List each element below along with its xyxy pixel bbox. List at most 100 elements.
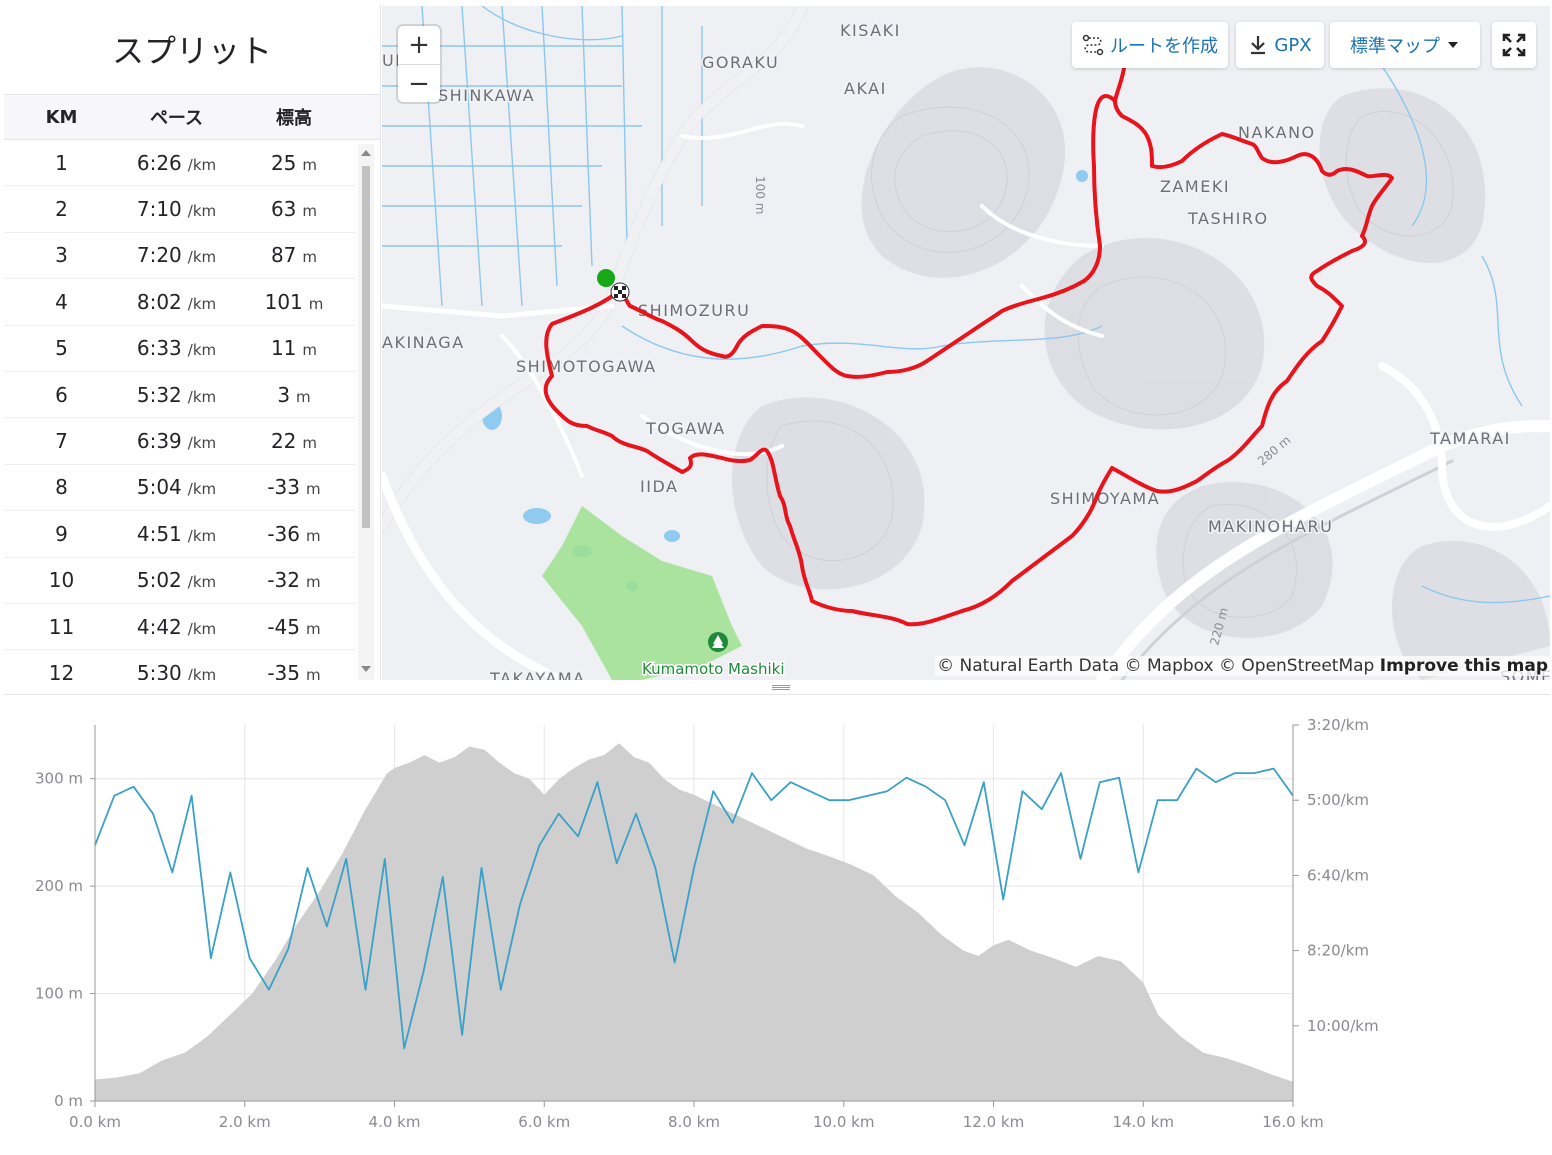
table-row: 3 7:20/km 87 m [4, 233, 356, 280]
table-row: 9 4:51/km -36 m [4, 511, 356, 558]
table-row: 10 5:02/km -32 m [4, 558, 356, 604]
place-label-tamarai: TAMARAI [1429, 429, 1511, 448]
roads [382, 6, 1550, 680]
start-marker-icon[interactable] [597, 269, 615, 287]
split-pace: 8:02/km [136, 289, 217, 314]
zoom-out-button[interactable]: − [398, 64, 440, 103]
scrollbar-thumb[interactable] [362, 166, 370, 528]
splits-panel: スプリット KM ペース 標高 1 6:26/km 25 m 2 7:10/km 63 m … [4, 4, 381, 680]
table-row: 12 5:30/km -35 m [4, 650, 356, 680]
pace-line [94, 767, 1294, 1050]
split-km: 10 [48, 568, 75, 593]
table-row: 11 4:42/km -45 m [4, 604, 356, 651]
fullscreen-icon [1502, 33, 1526, 57]
table-row: 2 7:10/km 63 m [4, 186, 356, 233]
col-km-header: KM [45, 106, 78, 128]
create-route-button[interactable]: ルートを作成 [1072, 22, 1228, 68]
x-tick-label: 14.0 km [1113, 1113, 1174, 1131]
table-row: 5 6:33/km 11 m [4, 326, 356, 372]
split-km: 12 [48, 660, 75, 680]
col-elevation-header: 標高 [276, 108, 312, 129]
left-tick-label: 200 m [35, 877, 83, 895]
table-row: 8 5:04/km -33 m [4, 465, 356, 512]
split-km: 7 [55, 429, 68, 454]
finish-flag-icon[interactable] [610, 282, 630, 302]
split-elevation: -35 m [267, 660, 321, 680]
zoom-in-button[interactable]: + [408, 30, 430, 60]
col-pace-header: ペース [149, 108, 204, 129]
split-elevation: -32 m [267, 568, 321, 593]
route-icon [1082, 34, 1104, 56]
right-tick-label: 10:00/km [1307, 1017, 1379, 1035]
split-km: 1 [55, 150, 68, 175]
place-label-goraku: GORAKU [702, 53, 779, 72]
x-tick-label: 2.0 km [219, 1113, 271, 1131]
split-elevation: -45 m [267, 614, 321, 639]
place-label-akinaga: AKINAGA [382, 333, 465, 352]
map-style-label: 標準マップ [1350, 36, 1440, 57]
split-elevation: 22 m [270, 429, 318, 454]
split-pace: 6:39/km [136, 429, 217, 454]
split-pace: 4:51/km [136, 521, 217, 546]
split-elevation: 25 m [270, 150, 318, 175]
canals [382, 6, 1550, 604]
attribution-text: © Natural Earth Data © Mapbox © OpenStre… [937, 656, 1375, 676]
split-pace: 5:30/km [136, 660, 217, 680]
place-label-shinkawa: SHINKAWA [438, 86, 535, 105]
split-pace: 7:20/km [136, 243, 217, 268]
split-pace: 6:33/km [136, 336, 217, 361]
map-attribution: © Natural Earth Data © Mapbox © OpenStre… [935, 656, 1550, 676]
contour-label: 100 m [753, 176, 767, 214]
place-label-shimozuru: SHIMOZURU [638, 301, 750, 320]
place-label-zameki: ZAMEKI [1160, 177, 1230, 196]
x-tick-label: 10.0 km [813, 1113, 874, 1131]
split-km: 6 [55, 382, 68, 407]
split-elevation: 101 m [264, 289, 324, 314]
x-tick-label: 8.0 km [668, 1113, 720, 1131]
resize-handle[interactable] [772, 684, 790, 692]
split-pace: 6:26/km [136, 150, 217, 175]
map-style-select[interactable]: 標準マップ [1330, 22, 1480, 68]
download-icon [1251, 36, 1266, 55]
map-canvas[interactable]: KISAKI GORAKU AKAI UKOMI SHINKAWA NAKANO… [382, 6, 1550, 680]
gpx-label: GPX [1274, 34, 1312, 56]
park-label: Kumamoto Mashiki [642, 660, 785, 678]
place-label-nakano: NAKANO [1238, 123, 1316, 142]
route-map[interactable]: KISAKI GORAKU AKAI UKOMI SHINKAWA NAKANO… [382, 6, 1550, 680]
splits-scrollbar[interactable] [358, 144, 374, 680]
scroll-up-arrow-icon[interactable] [361, 150, 371, 156]
x-tick-label: 12.0 km [963, 1113, 1024, 1131]
splits-title: スプリット [4, 4, 380, 95]
caret-down-icon [1448, 42, 1458, 48]
gpx-download-button[interactable]: GPX [1236, 22, 1324, 68]
place-label-tashiro: TASHIRO [1187, 209, 1269, 228]
table-row: 7 6:39/km 22 m [4, 418, 356, 465]
split-km: 4 [55, 289, 68, 314]
fullscreen-button[interactable] [1492, 22, 1536, 68]
split-km: 11 [48, 614, 75, 639]
zoom-controls: + − [398, 26, 440, 102]
contour-lines [766, 106, 1454, 618]
split-km: 5 [55, 336, 68, 361]
place-label-kisaki: KISAKI [840, 21, 901, 40]
place-label-shimotogawa: SHIMOTOGAWA [516, 357, 657, 376]
x-tick-label: 16.0 km [1262, 1113, 1323, 1131]
split-km: 8 [55, 475, 68, 500]
table-row: 6 5:32/km 3 m [4, 372, 356, 419]
scroll-down-arrow-icon[interactable] [361, 666, 371, 672]
split-pace: 7:10/km [136, 197, 217, 222]
split-pace: 5:32/km [136, 382, 217, 407]
splits-header: KM ペース 標高 [4, 95, 380, 140]
improve-map-link[interactable]: Improve this map [1379, 656, 1548, 676]
table-row: 1 6:26/km 25 m [4, 140, 356, 187]
create-route-label: ルートを作成 [1110, 36, 1218, 57]
place-label-iida: IIDA [640, 477, 678, 496]
right-tick-label: 8:20/km [1307, 942, 1369, 960]
route-line [543, 66, 1394, 627]
place-label-shimoyama: SHIMOYAMA [1050, 489, 1160, 508]
place-label-akai: AKAI [844, 79, 887, 98]
left-tick-label: 300 m [35, 770, 83, 788]
elevation-pace-chart[interactable]: 0 m 100 m 200 m 300 m 3:20/km 5:00/km 6:40/km 8… [4, 694, 1550, 1151]
split-elevation: 63 m [270, 197, 318, 222]
